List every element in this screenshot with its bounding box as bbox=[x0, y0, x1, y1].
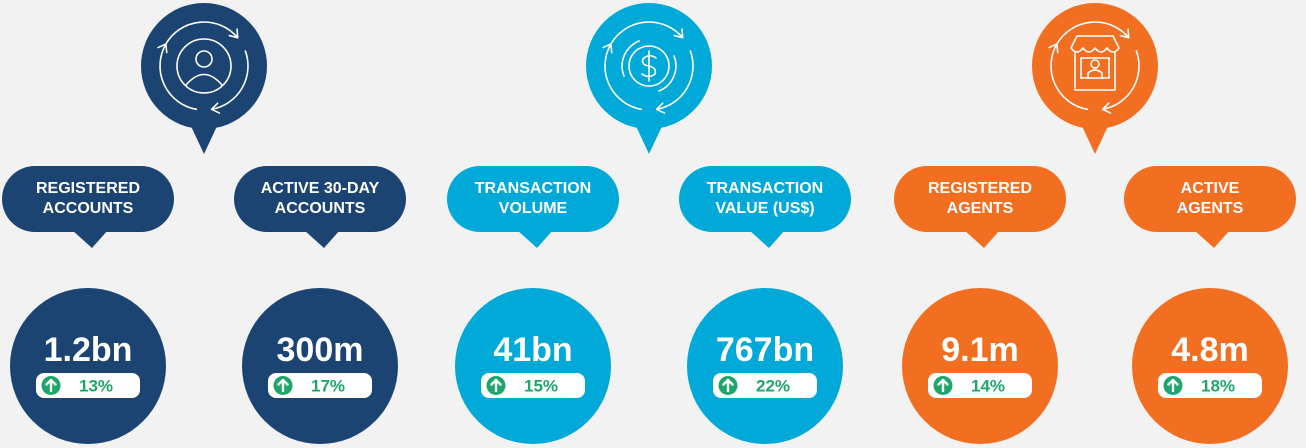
metric-label: REGISTERED bbox=[928, 180, 1032, 197]
label-pointer bbox=[72, 230, 108, 248]
icon-arrowhead bbox=[157, 43, 168, 54]
metric-label: VOLUME bbox=[499, 200, 568, 217]
metric-group: TRANSACTION VOLUME 41bn 15% TRANSACTION VALUE… bbox=[447, 3, 851, 444]
icon-pointer bbox=[635, 124, 663, 154]
icon-dollar bbox=[641, 50, 657, 82]
icon-arrowhead bbox=[210, 102, 221, 114]
metric: TRANSACTION VOLUME 41bn 15% bbox=[447, 166, 619, 444]
change-pill bbox=[713, 373, 817, 398]
metric-label: ACTIVE bbox=[1181, 180, 1240, 197]
metric-value: 9.1m bbox=[941, 331, 1019, 369]
metric-label: AGENTS bbox=[947, 200, 1014, 217]
change-pill bbox=[1158, 373, 1262, 398]
metric-label: TRANSACTION bbox=[475, 180, 591, 197]
icon-arc bbox=[1056, 21, 1130, 45]
metric: REGISTERED ACCOUNTS 1.2bn 13% bbox=[2, 166, 174, 444]
metric-label: ACCOUNTS bbox=[275, 200, 366, 217]
metric-change: 14% bbox=[971, 376, 1005, 395]
icon-arrowhead bbox=[655, 102, 666, 114]
value-circle bbox=[687, 288, 843, 444]
metric-change: 17% bbox=[311, 376, 345, 395]
icon-arc bbox=[610, 21, 684, 45]
icon-body bbox=[1087, 69, 1103, 79]
change-arrow bbox=[45, 378, 57, 393]
metric: ACTIVE AGENTS 4.8m 18% bbox=[1124, 166, 1296, 444]
metric-change: 18% bbox=[1201, 376, 1235, 395]
metric-change: 22% bbox=[756, 376, 790, 395]
label-pointer bbox=[304, 230, 340, 248]
label-pill bbox=[894, 166, 1066, 232]
icon-head bbox=[1090, 59, 1100, 69]
icon-pointer bbox=[1081, 124, 1109, 154]
change-arrow bbox=[277, 378, 289, 393]
metric-label: VALUE (US$) bbox=[715, 200, 814, 217]
value-circle bbox=[455, 288, 611, 444]
label-pill bbox=[2, 166, 174, 232]
icon-arc bbox=[655, 50, 694, 111]
icon-arc bbox=[1050, 43, 1089, 111]
metric-label: AGENTS bbox=[1177, 200, 1244, 217]
icon-arrowhead bbox=[602, 43, 613, 54]
metric-label: REGISTERED bbox=[36, 180, 140, 197]
metric-value: 767bn bbox=[716, 331, 814, 369]
value-circle bbox=[242, 288, 398, 444]
metric: ACTIVE 30-DAY ACCOUNTS 300m 17% bbox=[234, 166, 406, 444]
icon-body bbox=[185, 73, 223, 86]
metric-change: 15% bbox=[524, 376, 558, 395]
icon-pointer bbox=[190, 124, 218, 154]
icon-arc bbox=[210, 50, 249, 111]
icon-arc bbox=[1101, 50, 1140, 111]
value-circle bbox=[902, 288, 1058, 444]
change-arrow bbox=[937, 378, 949, 393]
metric-value: 300m bbox=[277, 331, 364, 369]
change-arrow bbox=[490, 378, 502, 393]
icon-arc bbox=[604, 43, 643, 111]
icon-arrowhead bbox=[1048, 43, 1059, 54]
icon-arrowhead bbox=[1119, 28, 1130, 39]
metric-label: ACCOUNTS bbox=[43, 200, 134, 217]
icon-arrowhead bbox=[1101, 102, 1112, 114]
label-pointer bbox=[749, 230, 785, 248]
icon-arrowhead bbox=[673, 28, 684, 39]
change-pill bbox=[36, 373, 140, 398]
icon-arc bbox=[165, 21, 239, 45]
change-pill bbox=[268, 373, 372, 398]
metric-value: 41bn bbox=[493, 331, 572, 369]
metric-label: ACTIVE 30-DAY bbox=[261, 180, 380, 197]
value-circle bbox=[1132, 288, 1288, 444]
metric-value: 4.8m bbox=[1171, 331, 1249, 369]
value-circle bbox=[10, 288, 166, 444]
metric: REGISTERED AGENTS 9.1m 14% bbox=[894, 166, 1066, 444]
icon-arrowhead bbox=[228, 28, 239, 39]
icon-ring bbox=[176, 38, 232, 94]
change-arrow bbox=[722, 378, 734, 393]
metric: TRANSACTION VALUE (US$) 767bn 22% bbox=[679, 166, 851, 444]
metric-value: 1.2bn bbox=[44, 331, 133, 369]
metric-label: TRANSACTION bbox=[707, 180, 823, 197]
icon-ring bbox=[628, 45, 670, 87]
label-pill bbox=[234, 166, 406, 232]
label-pointer bbox=[964, 230, 1000, 248]
label-pill bbox=[679, 166, 851, 232]
icon-inner-arc bbox=[621, 40, 677, 92]
icon-head bbox=[195, 50, 213, 68]
icon-arc bbox=[159, 43, 198, 111]
icon-stall bbox=[1074, 51, 1116, 91]
label-pointer bbox=[517, 230, 553, 248]
metric-change: 13% bbox=[79, 376, 113, 395]
metric-group: REGISTERED AGENTS 9.1m 14% ACTIVE AGENTS 4.8m 1… bbox=[894, 3, 1296, 444]
change-arrow bbox=[1167, 378, 1179, 393]
label-pill bbox=[447, 166, 619, 232]
label-pointer bbox=[1194, 230, 1230, 248]
change-pill bbox=[928, 373, 1032, 398]
label-pill bbox=[1124, 166, 1296, 232]
change-pill bbox=[481, 373, 585, 398]
